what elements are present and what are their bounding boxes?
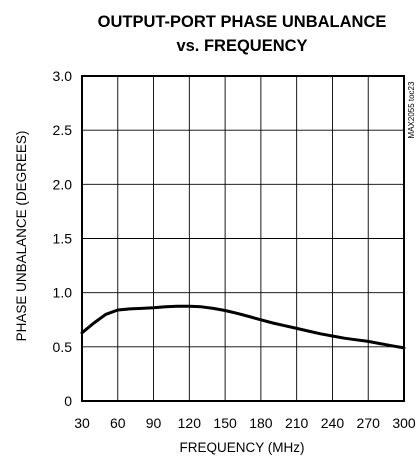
series-line — [80, 304, 406, 350]
x-tick-label: 120 — [178, 415, 202, 431]
y-tick-label: 3.0 — [53, 68, 73, 84]
y-tick-label: 0.5 — [53, 339, 73, 355]
grid — [82, 76, 404, 401]
y-tick-label: 0 — [64, 393, 72, 409]
series-group — [80, 304, 406, 350]
plot-area-frame — [81, 75, 405, 402]
x-tick-label: 300 — [392, 415, 416, 431]
x-axis-title: FREQUENCY (MHz) — [179, 440, 304, 455]
chart-title: OUTPUT-PORT PHASE UNBALANCE — [98, 13, 387, 31]
x-axis-ticks: 30 60 90 120 150 180 210 240 270 300 — [74, 415, 416, 431]
y-tick-label: 1.0 — [53, 285, 73, 301]
x-tick-label: 90 — [146, 415, 162, 431]
y-tick-label: 2.5 — [53, 122, 73, 138]
x-tick-label: 180 — [249, 415, 273, 431]
x-tick-label: 60 — [110, 415, 126, 431]
y-tick-label: 1.5 — [53, 231, 73, 247]
x-tick-label: 240 — [321, 415, 345, 431]
x-tick-label: 150 — [213, 415, 237, 431]
y-axis-title: PHASE UNBALANCE (DEGREES) — [14, 131, 29, 342]
figure-code: MAX2055 toc23 — [407, 81, 416, 138]
x-tick-label: 270 — [357, 415, 381, 431]
x-tick-label: 210 — [285, 415, 309, 431]
chart-subtitle: vs. FREQUENCY — [176, 37, 307, 55]
y-tick-label: 2.0 — [53, 176, 73, 192]
y-axis-ticks: 0 0.5 1.0 1.5 2.0 2.5 3.0 — [53, 68, 73, 409]
x-tick-label: 30 — [74, 415, 90, 431]
